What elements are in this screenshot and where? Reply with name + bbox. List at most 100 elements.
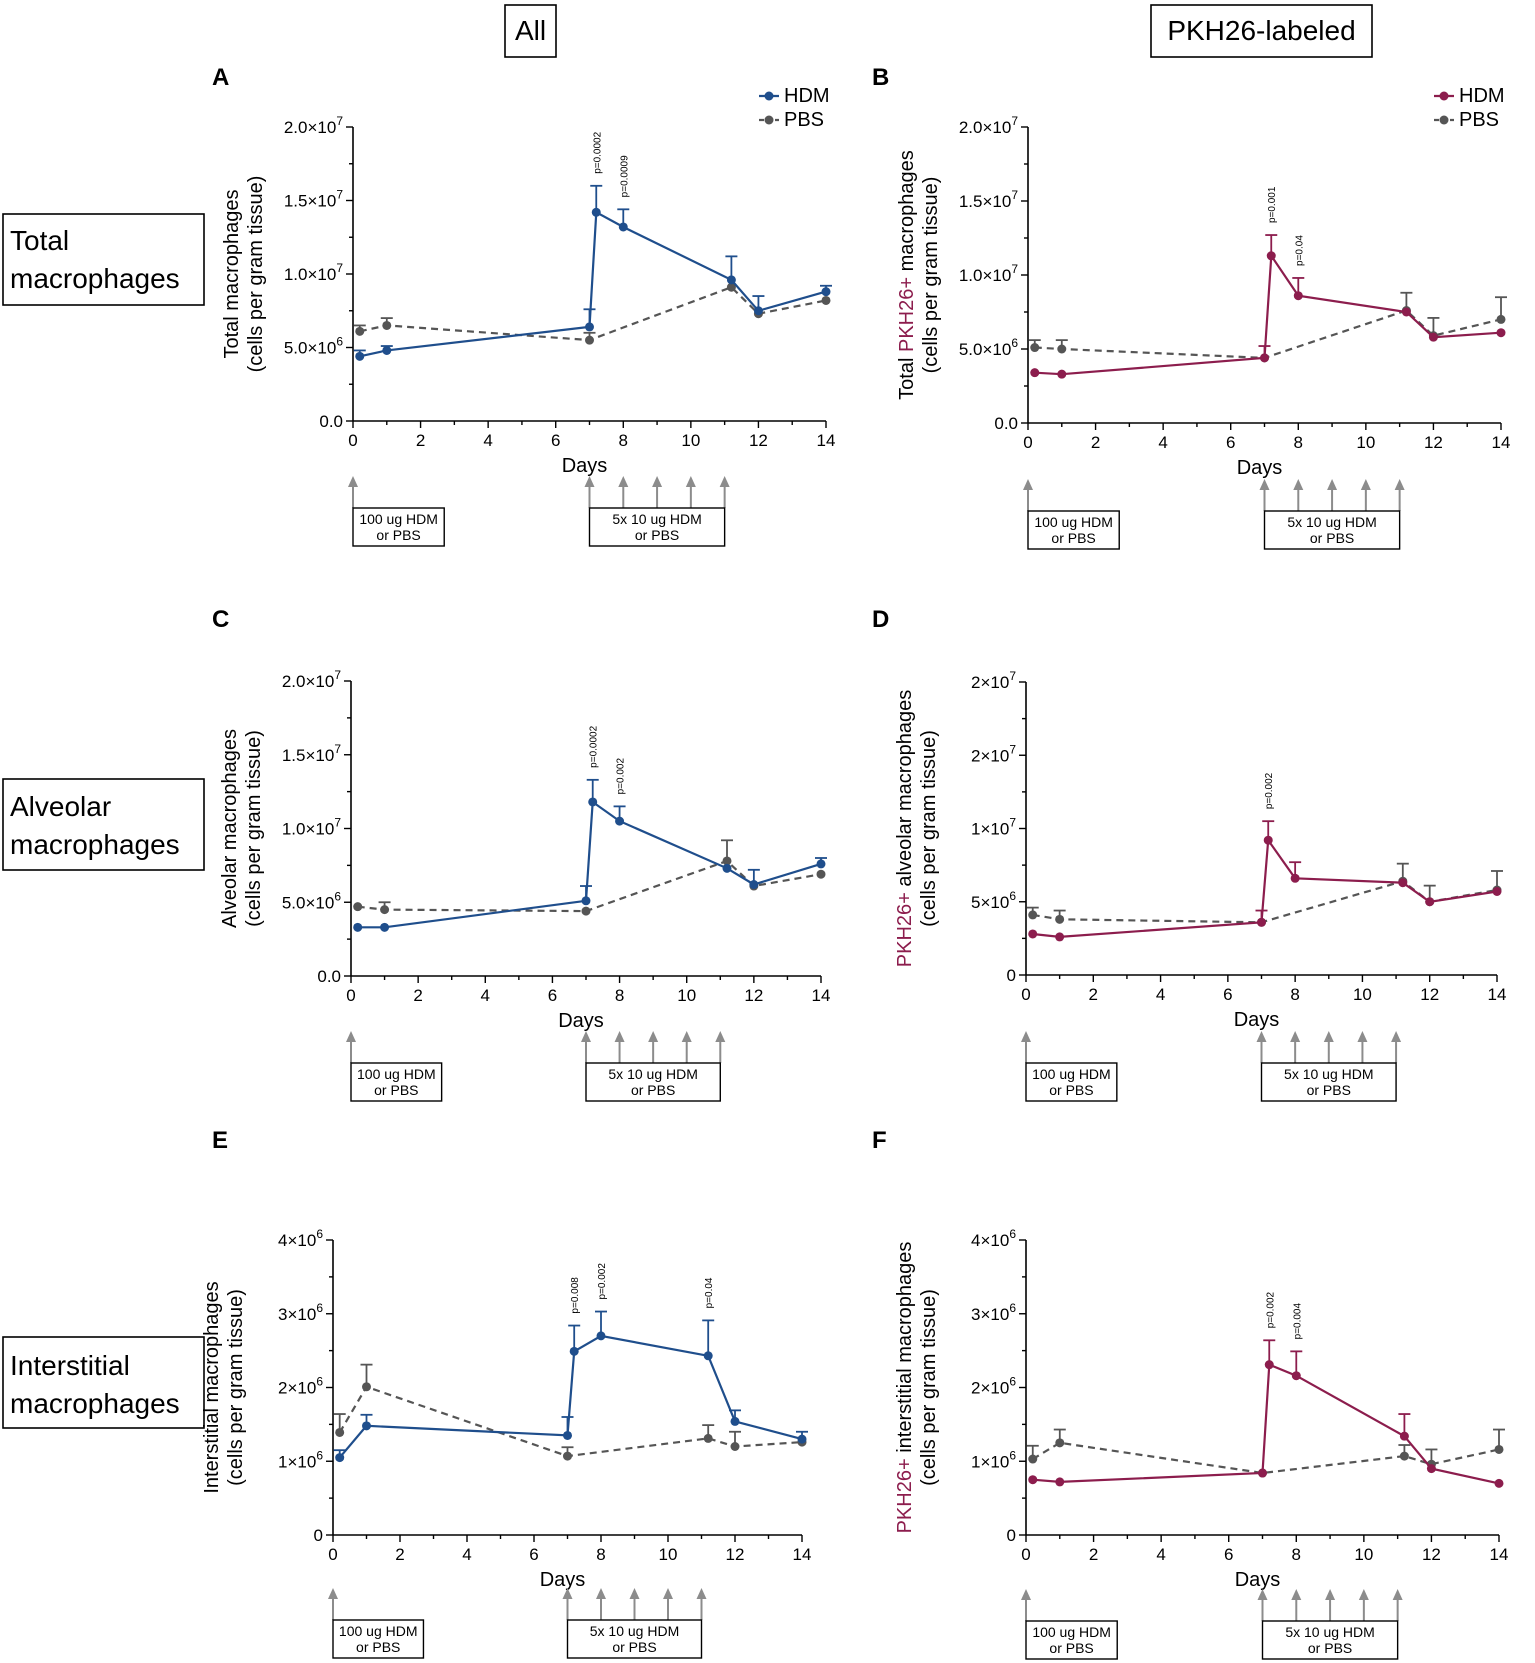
treatment-box-second-text-c: 5x 10 ug HDM (608, 1066, 697, 1082)
y-tick-label-e: 2×106 (278, 1375, 323, 1398)
x-tick-label-e: 2 (395, 1545, 404, 1564)
data-point-hdm-a (753, 306, 763, 316)
y-tick-label-a: 0.0 (319, 412, 343, 431)
x-tick-label-b: 6 (1226, 433, 1235, 452)
x-tick-label-c: 8 (615, 986, 624, 1005)
treatment-arrowhead-b (1327, 479, 1338, 490)
data-point-hdm-f (1399, 1431, 1409, 1441)
series-line-hdm-a (359, 210, 827, 358)
treatment-box-second-text-d: 5x 10 ug HDM (1284, 1066, 1373, 1082)
y-tick-label-b: 0.0 (994, 414, 1018, 433)
treatment-arrowhead-d (1021, 1031, 1031, 1042)
treatment-arrowhead-a (618, 476, 629, 487)
x-tick-label-e: 0 (328, 1545, 337, 1564)
data-point-hdm-c (816, 859, 826, 869)
treatment-box-second-d (1260, 1062, 1397, 1102)
series-hdm-f (1028, 1339, 1504, 1488)
treatment-box-second-text-e: or PBS (612, 1639, 656, 1655)
treatment-box-first-text-c: 100 ug HDM (357, 1066, 436, 1082)
x-tick-label-a: 0 (348, 431, 357, 450)
data-point-hdm-d (1492, 886, 1502, 896)
p-value-annotation-a: p=0.0002 (592, 131, 603, 173)
data-point-hdm-f (1494, 1478, 1504, 1488)
x-tick-label-d: 14 (1488, 985, 1507, 1004)
x-tick-label-a: 14 (817, 431, 836, 450)
data-point-hdm-a (618, 222, 628, 232)
treatment-box-second-text-a: or PBS (635, 527, 679, 543)
treatment-arrowhead-e (562, 1588, 573, 1599)
treatment-box-first-text-b: 100 ug HDM (1034, 514, 1113, 530)
panel-c: C 0 2 4 6 8 10 12 14 Days 0.0 5.0×106 1.0×107 1.5×107… (212, 606, 830, 1102)
y-tick-label-c: 1.5×107 (282, 742, 341, 765)
data-point-hdm-c (749, 880, 759, 890)
data-point-pbs-a (585, 335, 594, 345)
data-point-pbs-e (703, 1433, 713, 1443)
data-point-hdm-d (1290, 873, 1300, 883)
series-line-pbs-e (338, 1385, 803, 1458)
treatment-arrowhead-b (1293, 479, 1304, 490)
treatment-box-second-f (1261, 1620, 1399, 1660)
y-axis-label-f-line2: (cells per gram tissue) (918, 1289, 940, 1486)
x-tick-label-c: 0 (346, 986, 355, 1005)
data-point-pbs-c (380, 905, 390, 915)
data-point-hdm-f (1426, 1464, 1436, 1474)
treatment-box-second-text-c: or PBS (631, 1082, 675, 1098)
panel-letter-f: F (872, 1127, 887, 1154)
data-point-hdm-a (382, 345, 392, 355)
data-point-pbs-b (1057, 344, 1067, 354)
treatment-arrowhead-f (1291, 1589, 1302, 1600)
treatment-arrowhead-c (648, 1031, 659, 1042)
row-label-alveolar: Alveolar macrophages (2, 778, 205, 871)
y-tick-label-f: 3×106 (971, 1301, 1016, 1324)
x-tick-label-e: 6 (529, 1545, 538, 1564)
treatment-arrowhead-e (629, 1588, 640, 1599)
x-tick-label-f: 0 (1021, 1545, 1030, 1564)
treatment-box-second-text-b: or PBS (1310, 530, 1354, 546)
data-point-pbs-f (1494, 1444, 1504, 1454)
treatment-box-second-text-a: 5x 10 ug HDM (612, 511, 701, 527)
panel-b: B 0 2 4 6 8 10 12 14 Days 0.0 5.0×106 1.0×107 1.5×107… (872, 64, 1510, 550)
panel-letter-d: D (872, 606, 889, 633)
x-tick-label-c: 12 (744, 986, 763, 1005)
y-tick-label-f: 2×106 (971, 1375, 1016, 1398)
treatment-arrowhead-c (346, 1031, 356, 1042)
treatment-arrowhead-a (652, 476, 663, 487)
p-value-annotation-c: p=0.002 (616, 758, 627, 795)
series-hdm-b (1030, 234, 1506, 379)
data-point-hdm-e (569, 1346, 579, 1356)
y-tick-label-b: 1.0×107 (959, 262, 1018, 285)
data-point-hdm-d (1257, 917, 1266, 927)
x-tick-label-b: 2 (1091, 433, 1100, 452)
y-axis-label-a-line1: Total macrophages (221, 190, 243, 359)
treatment-box-first-a (352, 507, 445, 547)
legend-marker-hdm-a (764, 91, 774, 101)
treatment-box-first-f (1025, 1620, 1118, 1660)
y-tick-label-e: 3×106 (278, 1301, 323, 1324)
panel-letter-b: B (872, 64, 889, 91)
y-tick-label-d: 1×107 (971, 816, 1016, 839)
x-tick-label-a: 4 (483, 431, 492, 450)
data-point-pbs-d (1028, 910, 1038, 920)
series-line-hdm-f (1032, 1362, 1500, 1485)
x-tick-label-e: 14 (793, 1545, 812, 1564)
treatment-arrowhead-f (1257, 1589, 1268, 1600)
data-point-pbs-c (581, 906, 591, 916)
treatment-arrowhead-f (1392, 1589, 1403, 1600)
p-value-annotation-d: p=0.002 (1264, 772, 1275, 809)
treatment-box-second-text-d: or PBS (1307, 1082, 1351, 1098)
x-tick-label-f: 12 (1422, 1545, 1441, 1564)
x-tick-label-e: 4 (462, 1545, 471, 1564)
data-point-hdm-f (1264, 1360, 1274, 1370)
y-tick-label-b: 1.5×107 (959, 188, 1018, 211)
x-tick-label-b: 0 (1023, 433, 1032, 452)
data-point-hdm-a (591, 207, 601, 217)
x-tick-label-e: 8 (596, 1545, 605, 1564)
column-header-all-text: All (515, 15, 546, 46)
p-value-annotation-b: p=0.001 (1267, 186, 1278, 223)
y-tick-label-b: 5.0×106 (959, 336, 1018, 359)
x-tick-label-c: 2 (413, 986, 422, 1005)
row-label-total-line1: Total (10, 225, 69, 256)
data-point-hdm-b (1401, 307, 1411, 317)
data-point-hdm-c (615, 816, 625, 826)
x-axis-label-c: Days (558, 1010, 604, 1032)
